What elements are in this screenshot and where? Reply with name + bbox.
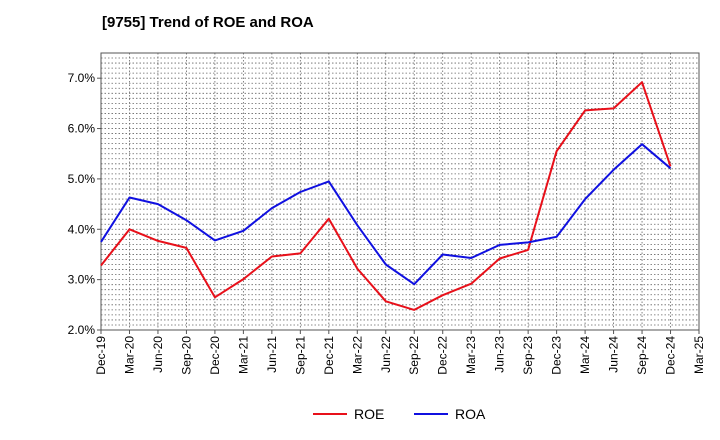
x-tick-label: Sep-23 [521, 336, 535, 375]
x-tick-label: Dec-20 [208, 336, 222, 375]
y-axis-ticks: 2.0% 3.0% 4.0% 5.0% 6.0% 7.0% [68, 71, 101, 337]
grid [101, 53, 699, 330]
x-tick-label: Jun-20 [151, 336, 165, 373]
x-tick-label: Sep-20 [179, 336, 193, 375]
x-tick-label: Jun-24 [607, 336, 621, 373]
y-tick-label: 5.0% [68, 172, 96, 186]
x-tick-label: Sep-22 [407, 336, 421, 375]
x-tick-label: Dec-21 [322, 336, 336, 375]
x-tick-label: Dec-22 [436, 336, 450, 375]
x-tick-label: Jun-23 [493, 336, 507, 373]
x-tick-label: Mar-23 [464, 336, 478, 374]
x-tick-label: Dec-24 [664, 336, 678, 375]
x-tick-label: Mar-25 [692, 336, 706, 374]
y-tick-label: 6.0% [68, 122, 96, 136]
y-tick-label: 7.0% [68, 71, 96, 85]
y-tick-label: 4.0% [68, 222, 96, 236]
y-tick-label: 3.0% [68, 273, 96, 287]
series-lines [100, 81, 672, 311]
chart-title: [9755] Trend of ROE and ROA [102, 14, 314, 31]
x-tick-label: Dec-23 [550, 336, 564, 375]
series-line-roa [100, 143, 672, 286]
legend-label-roa: ROA [455, 406, 486, 422]
x-tick-label: Mar-20 [122, 336, 136, 374]
plot-frame [100, 52, 700, 331]
x-tick-label: Jun-22 [379, 336, 393, 373]
x-tick-label: Sep-24 [635, 336, 649, 375]
x-tick-label: Mar-24 [578, 336, 592, 374]
x-axis-ticks: Dec-19 Mar-20 Jun-20 Sep-20 Dec-20 Mar-21 Jun-… [94, 330, 706, 375]
legend-label-roe: ROE [354, 406, 384, 422]
y-tick-label: 2.0% [68, 323, 96, 337]
x-tick-label: Sep-21 [293, 336, 307, 375]
legend: ROE ROA [313, 406, 486, 422]
x-tick-label: Mar-22 [350, 336, 364, 374]
x-tick-label: Jun-21 [265, 336, 279, 373]
series-line-roe [100, 81, 672, 311]
x-tick-label: Mar-21 [236, 336, 250, 374]
x-tick-label: Dec-19 [94, 336, 108, 375]
